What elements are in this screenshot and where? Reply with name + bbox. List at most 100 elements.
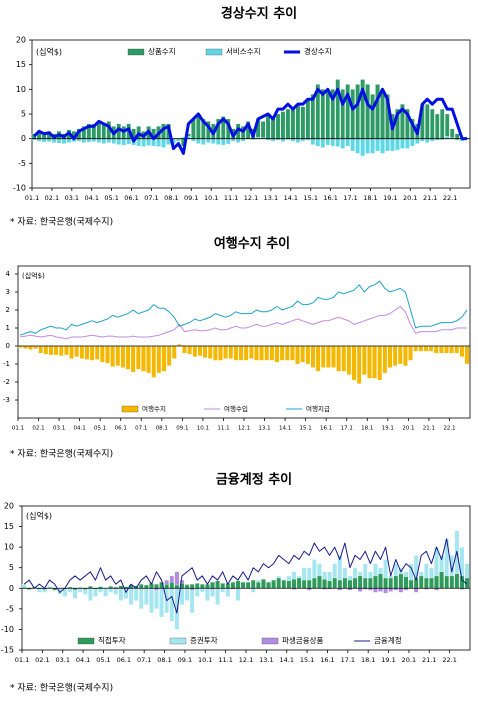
bar xyxy=(320,345,326,368)
bar xyxy=(372,345,377,379)
bar xyxy=(88,588,93,601)
bar xyxy=(410,138,415,147)
bar xyxy=(235,580,241,589)
x-tick-label: 02.1 xyxy=(32,426,44,432)
bar xyxy=(439,108,445,139)
x-tick-label: 01.1 xyxy=(15,656,29,664)
bar xyxy=(187,345,193,355)
bar xyxy=(169,581,175,589)
bar xyxy=(156,345,162,374)
bar xyxy=(154,584,159,589)
bar xyxy=(393,575,399,589)
x-tick-label: 19.1 xyxy=(382,426,394,432)
bar xyxy=(245,581,251,589)
x-tick-label: 07.1 xyxy=(135,426,147,432)
bar xyxy=(205,584,210,589)
bar xyxy=(350,138,355,152)
x-tick-label: 06.1 xyxy=(115,426,127,432)
y-tick-label: -10 xyxy=(13,184,26,193)
x-tick-label: 04.1 xyxy=(74,426,86,432)
bar xyxy=(201,138,206,145)
bar xyxy=(179,588,185,605)
bar xyxy=(449,575,455,589)
bar xyxy=(154,588,159,610)
bar xyxy=(327,580,332,589)
bar xyxy=(79,345,85,359)
y-tick-label: -5 xyxy=(18,159,26,168)
bar xyxy=(454,573,460,589)
bar xyxy=(116,138,121,145)
bar xyxy=(413,345,419,352)
bar xyxy=(444,575,450,589)
y-tick-label: 3 xyxy=(6,288,10,296)
bar xyxy=(325,89,331,139)
bar xyxy=(225,138,231,145)
bar xyxy=(423,345,429,352)
bar xyxy=(33,345,38,349)
bar xyxy=(378,573,383,589)
bar xyxy=(345,138,350,147)
bar xyxy=(405,138,410,149)
chart-title: 금융계정 추이 xyxy=(216,472,292,488)
legend-label: 파생금융상품 xyxy=(282,635,323,645)
bar xyxy=(346,345,352,375)
bar xyxy=(373,575,378,589)
bar xyxy=(266,581,271,589)
bar xyxy=(184,588,190,601)
bar xyxy=(118,588,124,601)
bar xyxy=(84,345,90,360)
bar xyxy=(337,579,343,589)
x-tick-label: 14.1 xyxy=(279,426,291,432)
bar xyxy=(365,84,370,139)
bar xyxy=(315,138,321,147)
bar xyxy=(357,575,363,589)
y-tick-label: -2 xyxy=(3,378,10,386)
bar xyxy=(439,345,444,354)
bar xyxy=(320,89,326,139)
bar xyxy=(126,138,131,145)
bar xyxy=(279,345,285,361)
bar xyxy=(347,579,353,589)
x-tick-label: 15.1 xyxy=(303,194,317,202)
bar xyxy=(435,113,440,139)
bar xyxy=(46,138,52,142)
x-tick-label: 06.1 xyxy=(124,194,138,202)
bar xyxy=(115,345,121,366)
x-tick-label: 20.1 xyxy=(402,656,416,664)
x-tick-label: 21.1 xyxy=(423,194,437,202)
y-tick-label: 0 xyxy=(21,134,26,143)
source-note: * 자료: 한국은행(국제수지) xyxy=(10,216,113,228)
bar xyxy=(189,584,195,589)
bar xyxy=(67,588,73,593)
bar xyxy=(66,138,72,143)
bar xyxy=(96,138,102,143)
bar xyxy=(215,588,220,605)
bar xyxy=(220,583,226,589)
bar xyxy=(403,345,408,366)
bar xyxy=(368,577,373,589)
x-tick-label: 04.1 xyxy=(76,656,90,664)
bar xyxy=(194,588,200,597)
x-tick-label: 05.1 xyxy=(104,194,118,202)
bar xyxy=(256,581,261,589)
bar xyxy=(38,345,44,354)
x-tick-label: 03.1 xyxy=(55,656,69,664)
bar xyxy=(210,581,215,589)
legend-swatch xyxy=(261,637,279,645)
bar xyxy=(138,588,144,610)
x-tick-label: 09.1 xyxy=(178,656,192,664)
y-tick-label: 15 xyxy=(4,522,14,531)
legend-label: 여행지급 xyxy=(306,404,330,413)
x-tick-label: 10.1 xyxy=(198,656,212,664)
bar xyxy=(196,138,201,144)
x-tick-label: 01.1 xyxy=(25,194,39,202)
legend-label: 상품수지 xyxy=(148,46,176,56)
bar xyxy=(269,345,275,361)
bar xyxy=(380,89,385,139)
bar xyxy=(428,345,434,352)
bar xyxy=(174,584,180,589)
plot-frame xyxy=(17,265,471,419)
y-tick-label: -15 xyxy=(1,646,14,655)
x-tick-label: 16.1 xyxy=(320,426,332,432)
bar xyxy=(280,138,286,142)
